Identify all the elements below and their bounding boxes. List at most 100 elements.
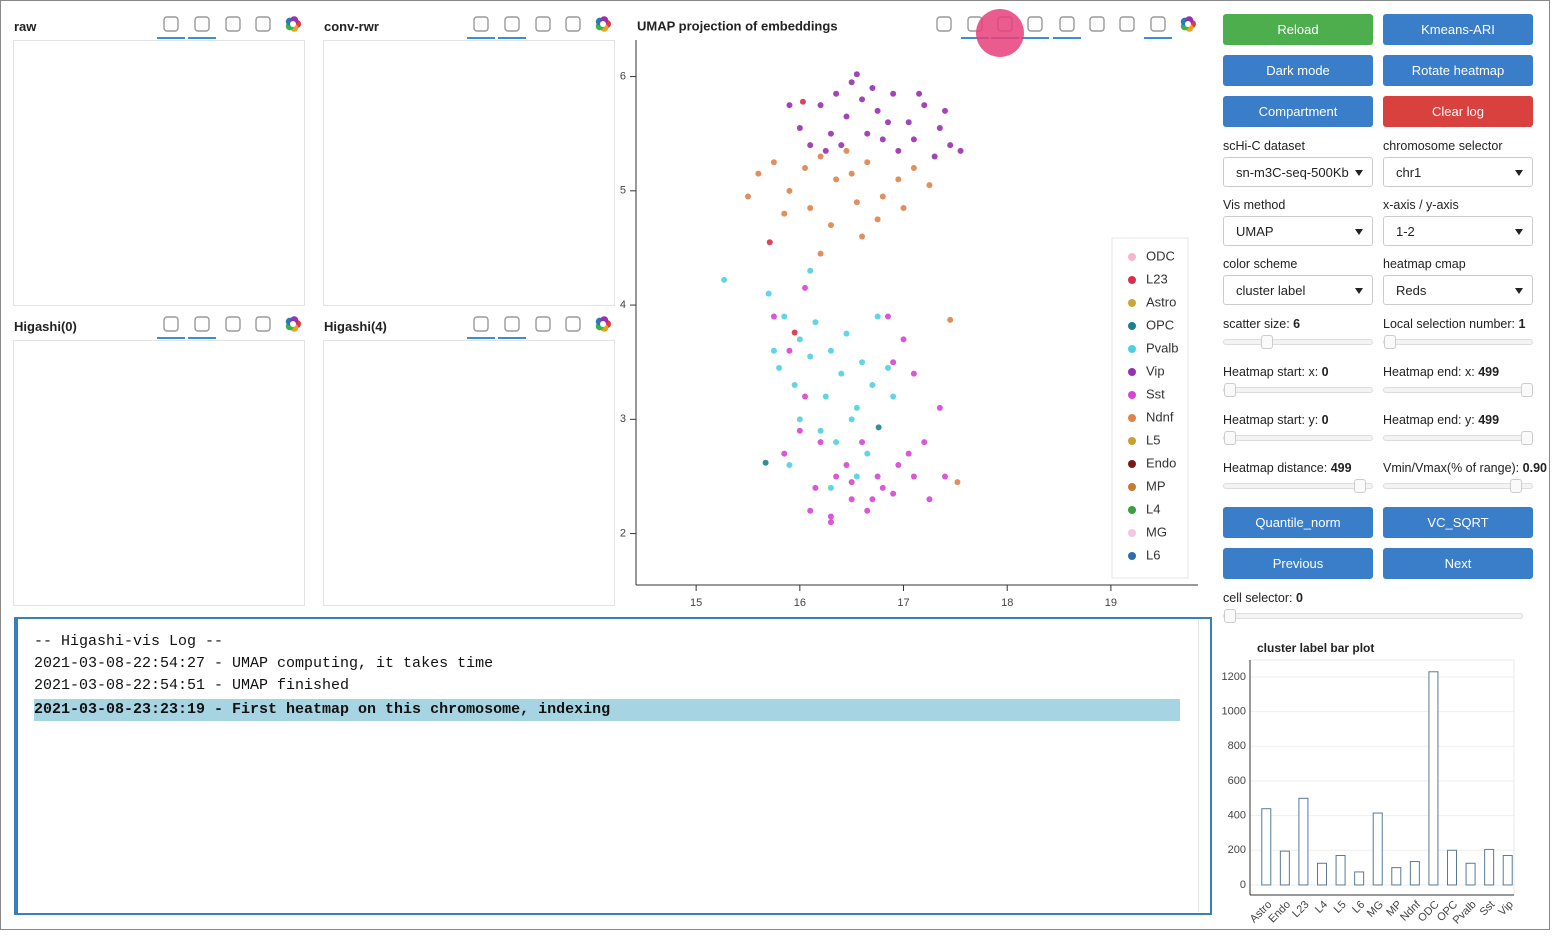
x-tick-label: 15 <box>690 597 702 609</box>
toolbar-icon[interactable] <box>535 16 551 32</box>
button[interactable]: Previous <box>1223 548 1373 579</box>
slider-track[interactable] <box>1223 479 1373 493</box>
toolbar-icon[interactable] <box>1059 16 1075 32</box>
slider-name: Heatmap start: y: <box>1223 413 1319 427</box>
button[interactable]: Kmeans-ARI <box>1383 14 1533 45</box>
select[interactable]: sn-m3C-seq-500Kb <box>1223 157 1373 187</box>
toolbar-logo[interactable] <box>290 21 296 27</box>
toolbar-icon[interactable] <box>565 16 581 32</box>
button[interactable]: Clear log <box>1383 96 1533 127</box>
toolbar-icon[interactable] <box>504 316 520 332</box>
toolbar-logo[interactable] <box>290 321 296 327</box>
button[interactable]: Rotate heatmap <box>1383 55 1533 86</box>
slider-track[interactable] <box>1223 335 1373 349</box>
toolbar-icon[interactable] <box>1027 16 1043 32</box>
scatter-point <box>827 130 834 137</box>
slider-handle[interactable] <box>1520 431 1533 445</box>
slider-track[interactable] <box>1383 479 1533 493</box>
button[interactable]: Quantile_norm <box>1223 507 1373 538</box>
scatter-point <box>848 479 855 486</box>
button[interactable]: Reload <box>1223 14 1373 45</box>
slider-track[interactable] <box>1223 431 1373 445</box>
toolbar-active <box>498 337 526 339</box>
y-tick-label: 2 <box>620 527 626 539</box>
toolbar-icon[interactable] <box>535 316 551 332</box>
scatter-point <box>905 450 912 457</box>
toolbar-icon[interactable] <box>936 16 952 32</box>
scatter-point <box>817 153 824 160</box>
log-scrollbar <box>1198 620 1211 912</box>
y-tick-label: 3 <box>620 413 626 425</box>
scatter-point <box>941 473 948 480</box>
select[interactable]: UMAP <box>1223 216 1373 246</box>
bar <box>1428 671 1439 886</box>
slider-track[interactable] <box>1383 383 1533 397</box>
slider-handle[interactable] <box>1261 335 1274 349</box>
y-tick-label: 6 <box>620 70 626 82</box>
scatter-point <box>802 284 809 291</box>
bar <box>1484 848 1495 886</box>
slider-track[interactable] <box>1223 383 1373 397</box>
scatter-point <box>853 404 860 411</box>
x-tick-label: 17 <box>897 597 909 609</box>
scatter-point <box>936 124 943 131</box>
slider-value: 0 <box>1295 591 1303 605</box>
toolbar-icon[interactable] <box>255 316 271 332</box>
toolbar-icon[interactable] <box>194 316 210 332</box>
scatter-point <box>843 147 850 154</box>
toolbar-icon[interactable] <box>504 16 520 32</box>
select[interactable]: chr1 <box>1383 157 1533 187</box>
button[interactable]: VC_SQRT <box>1383 507 1533 538</box>
select[interactable]: 1-2 <box>1383 216 1533 246</box>
scatter-point <box>833 473 840 480</box>
toolbar-logo[interactable] <box>1185 21 1191 27</box>
toolbar-icon[interactable] <box>225 16 241 32</box>
toolbar-icon[interactable] <box>565 316 581 332</box>
toolbar-icon[interactable] <box>163 16 179 32</box>
slider-track[interactable] <box>1383 335 1533 349</box>
toolbar-icon[interactable] <box>473 16 489 32</box>
toolbar-active <box>467 37 495 39</box>
slider-handle[interactable] <box>1224 431 1236 445</box>
x-tick-label: L6 <box>1350 899 1367 916</box>
button[interactable]: Dark mode <box>1223 55 1373 86</box>
scatter-point <box>802 393 809 400</box>
legend-label: L5 <box>1146 432 1160 447</box>
x-tick-label: Sst <box>1478 899 1498 919</box>
slider-value: 499 <box>1478 413 1500 427</box>
scatter-point <box>947 142 954 149</box>
toolbar-icon[interactable] <box>255 16 271 32</box>
slider-handle[interactable] <box>1384 335 1396 349</box>
slider-handle[interactable] <box>1224 383 1236 397</box>
toolbar-logo[interactable] <box>600 321 606 327</box>
toolbar-icon[interactable] <box>225 316 241 332</box>
toolbar-icon[interactable] <box>1150 16 1166 32</box>
scatter-point <box>822 393 829 400</box>
toolbar-icon[interactable] <box>473 316 489 332</box>
select[interactable]: Reds <box>1383 275 1533 305</box>
scatter-point <box>921 439 928 446</box>
slider-handle[interactable] <box>1509 479 1522 493</box>
toolbar-icon[interactable] <box>163 316 179 332</box>
bar <box>1409 861 1420 886</box>
scatter-point <box>770 313 777 320</box>
toolbar-icon[interactable] <box>1089 16 1105 32</box>
button[interactable]: Next <box>1383 548 1533 579</box>
slider-value: 499 <box>1330 461 1352 475</box>
scatter-point <box>822 147 829 154</box>
slider-track[interactable] <box>1223 609 1523 623</box>
slider-handle[interactable] <box>1353 479 1366 493</box>
toolbar-icon[interactable] <box>1119 16 1135 32</box>
toolbar-icon[interactable] <box>194 16 210 32</box>
toolbar-active <box>188 37 216 39</box>
scatter-point <box>817 250 824 257</box>
toolbar-logo[interactable] <box>600 21 606 27</box>
select[interactable]: cluster label <box>1223 275 1373 305</box>
slider-handle[interactable] <box>1224 609 1236 623</box>
button[interactable]: Compartment <box>1223 96 1373 127</box>
slider-handle[interactable] <box>1520 383 1533 397</box>
scatter-point <box>817 427 824 434</box>
panel-title: raw <box>14 19 37 34</box>
legend-swatch <box>1128 414 1136 422</box>
slider-track[interactable] <box>1383 431 1533 445</box>
